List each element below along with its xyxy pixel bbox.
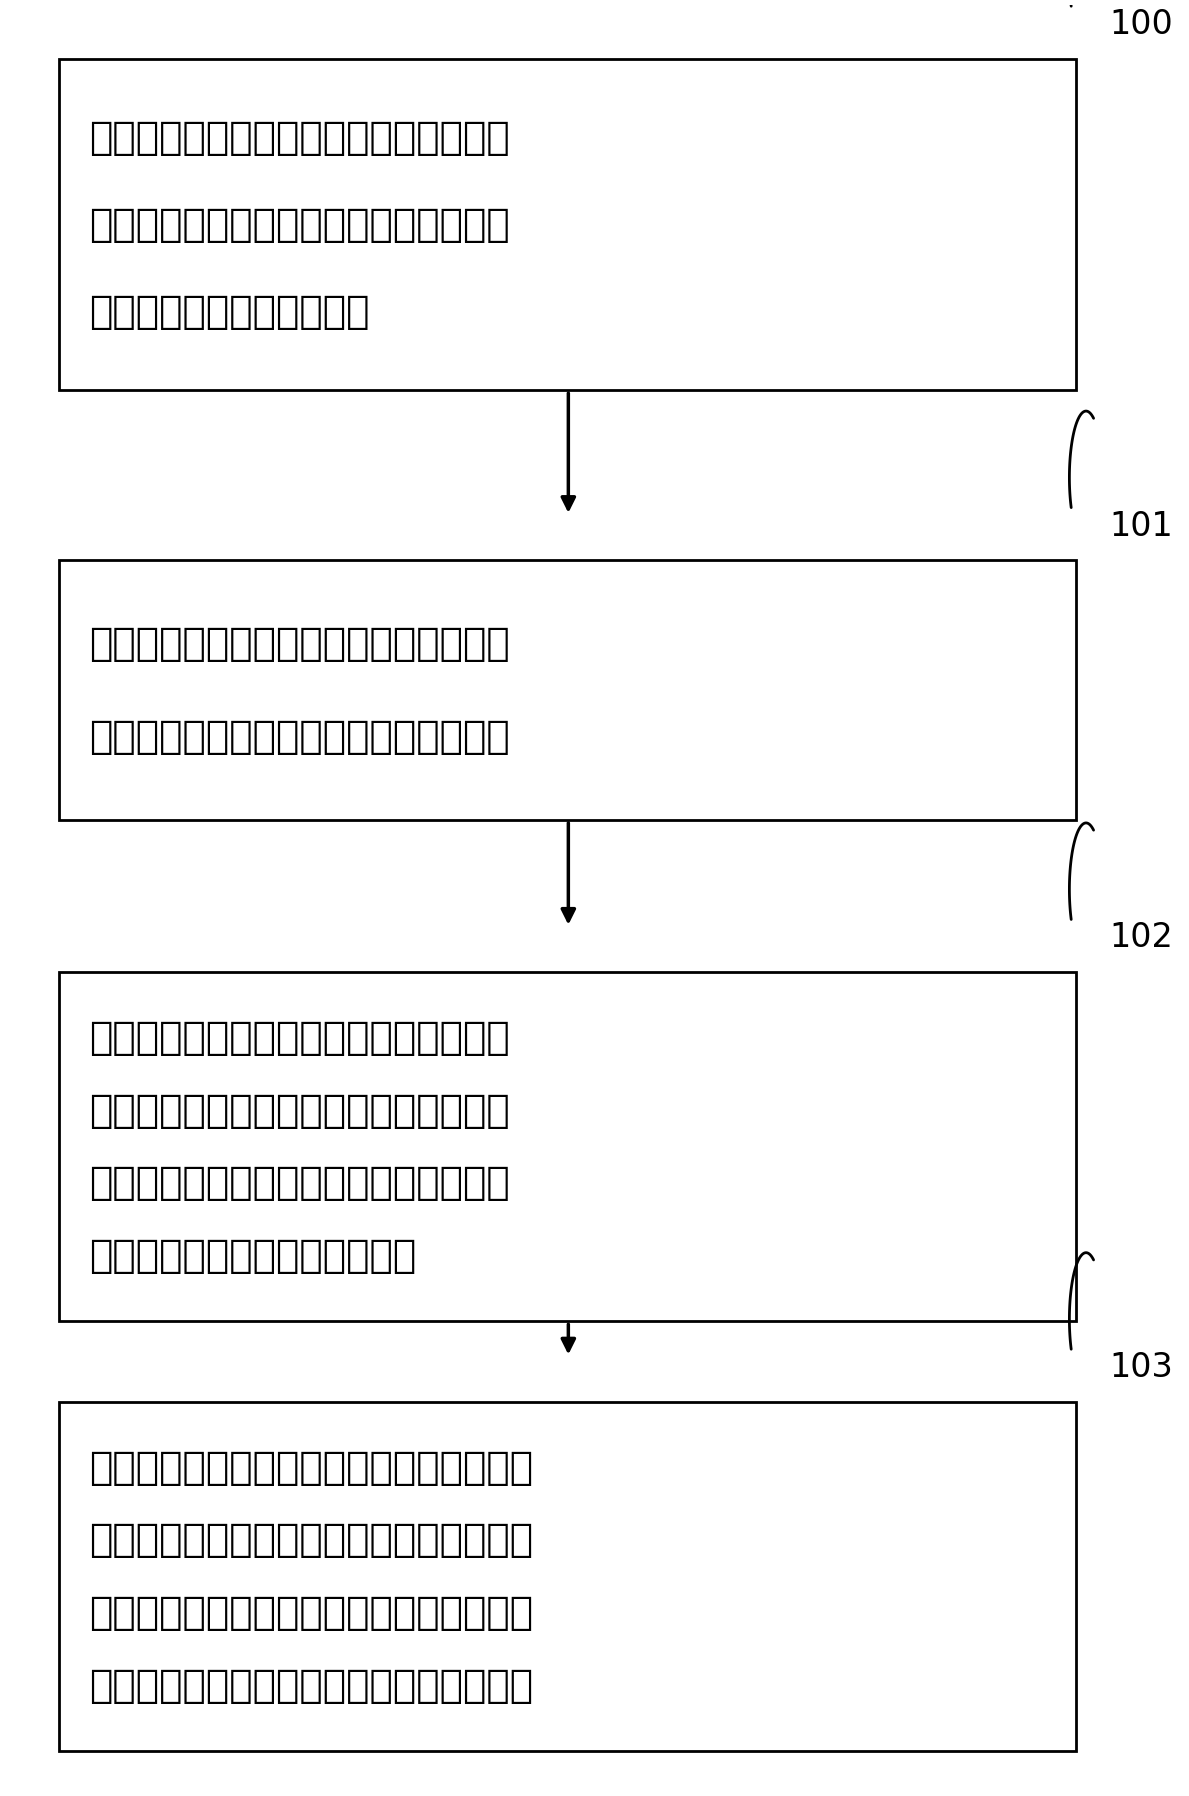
Text: 102: 102 (1109, 921, 1174, 954)
Text: 流方向上的内侧车道设置为潮汐车道，将所: 流方向上的内侧车道设置为潮汐车道，将所 (89, 1595, 534, 1633)
FancyBboxPatch shape (59, 972, 1076, 1322)
Text: 迹数据，所述通勤车辆的轨迹数据包括车: 迹数据，所述通勤车辆的轨迹数据包括车 (89, 207, 510, 244)
FancyBboxPatch shape (59, 1403, 1076, 1751)
Text: 车辆数满足第二预设条件，则将所述单向车: 车辆数满足第二预设条件，则将所述单向车 (89, 1521, 534, 1559)
Text: 段在各设定时段内的双向车流的平均速度: 段在各设定时段内的双向车流的平均速度 (89, 718, 510, 756)
Text: 若在所述潮汐设定时段内单向车流方向上的: 若在所述潮汐设定时段内单向车流方向上的 (89, 1449, 534, 1487)
Text: 述潮汐设定时段设置为潮汐车道的通行时段: 述潮汐设定时段设置为潮汐车道的通行时段 (89, 1667, 534, 1704)
Text: 100: 100 (1109, 9, 1174, 41)
Text: 103: 103 (1109, 1351, 1174, 1385)
Text: 101: 101 (1109, 510, 1174, 542)
Text: 根据所述通勤车辆的轨迹数据确定所述路: 根据所述通勤车辆的轨迹数据确定所述路 (89, 625, 510, 663)
Text: 时段内双向车流方向上的车辆数: 时段内双向车流方向上的车辆数 (89, 1237, 416, 1275)
Text: 若所述双向车流的平均速度满足第一预设: 若所述双向车流的平均速度满足第一预设 (89, 1018, 510, 1056)
Text: 条件，则利用所述通勤车辆的轨迹数据，: 条件，则利用所述通勤车辆的轨迹数据， (89, 1092, 510, 1130)
Text: 采集路段在各设定时段内的通勤车辆的轨: 采集路段在各设定时段内的通勤车辆的轨 (89, 119, 510, 156)
FancyBboxPatch shape (59, 59, 1076, 390)
Text: 确定在满足第一预设条件对应的潮汐设定: 确定在满足第一预设条件对应的潮汐设定 (89, 1164, 510, 1202)
FancyBboxPatch shape (59, 560, 1076, 821)
Text: 辆位置信息和车辆时间信息: 辆位置信息和车辆时间信息 (89, 293, 370, 330)
